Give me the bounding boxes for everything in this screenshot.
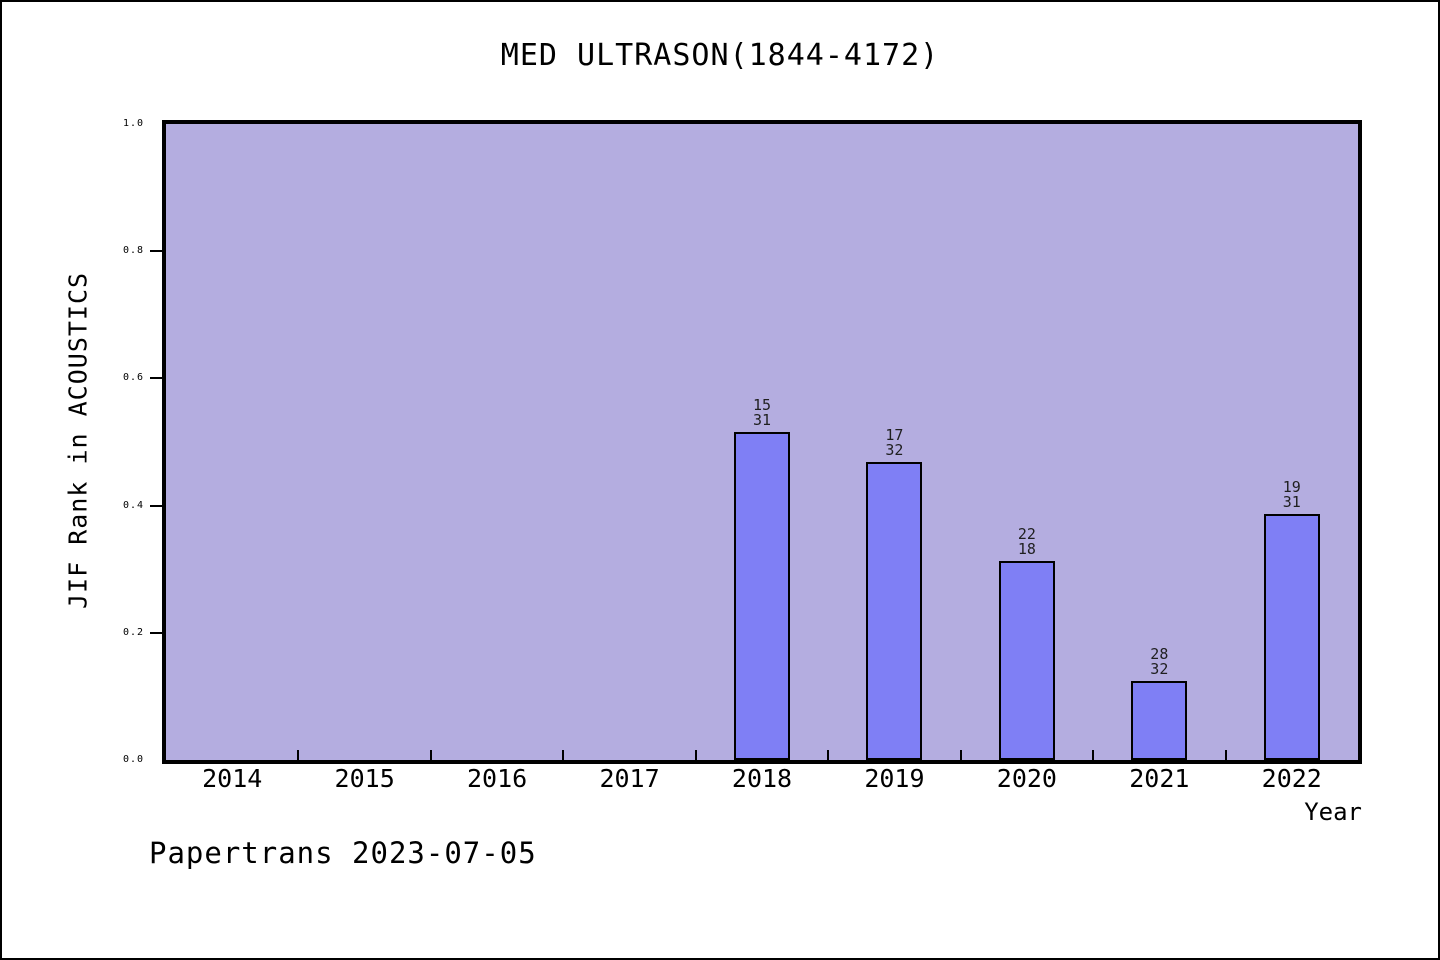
bar-value-label-2020: 22 18 [1017,525,1036,559]
y-tick-label: 1.0 [122,118,144,129]
bar-2020 [998,561,1055,760]
x-axis-tick [1224,750,1227,760]
y-axis-tick [150,377,162,380]
x-tick-label-2022: 2022 [1261,764,1322,793]
plot-area: 0.0 0.2 0.4 0.6 0.8 1.0 2014 2015 2016 2017 2018 20… [123,118,1362,793]
x-axis-tick [297,750,300,760]
x-tick-label-2015: 2015 [334,764,395,793]
y-tick-label: 0.4 [122,499,144,511]
bar-2021 [1131,680,1188,760]
bar-value-label-2018: 15 31 [752,395,772,429]
x-tick-label-2020: 2020 [996,764,1057,793]
bar-value-label-2022: 19 31 [1282,477,1301,511]
x-axis-tick [827,750,830,760]
bar-value-label-2019: 17 32 [885,425,904,459]
y-tick-label: 0.8 [122,245,144,257]
y-axis-tick [150,250,162,253]
x-tick-label-2018: 2018 [731,764,793,793]
x-tick-label-2017: 2017 [599,764,660,793]
bar-value-label-2021: 28 32 [1150,644,1169,678]
x-axis-tick [959,750,962,760]
y-axis-label: JIF Rank in ACOUSTICS [63,271,93,609]
x-axis-tick [1092,750,1095,760]
x-tick-label-2016: 2016 [467,764,528,793]
x-axis-tick [694,750,697,760]
y-tick-label: 0.6 [122,372,144,384]
y-axis-tick [150,631,162,634]
x-axis-label: Year [1304,798,1362,826]
x-tick-label-2014: 2014 [202,764,263,793]
bar-2019 [866,461,923,760]
x-axis-tick [429,750,432,760]
bar-2018 [734,431,790,760]
bar-2022 [1263,513,1320,760]
y-tick-label: 0.0 [122,754,144,765]
y-axis-tick [150,504,162,507]
chart-title: MED ULTRASON(1844-4172) [500,38,940,73]
x-tick-label-2021: 2021 [1129,764,1190,793]
x-tick-label-2019: 2019 [864,764,925,793]
y-tick-label: 0.2 [122,626,144,638]
footer-note: Papertrans 2023-07-05 [149,836,537,870]
x-axis-tick [562,750,565,760]
